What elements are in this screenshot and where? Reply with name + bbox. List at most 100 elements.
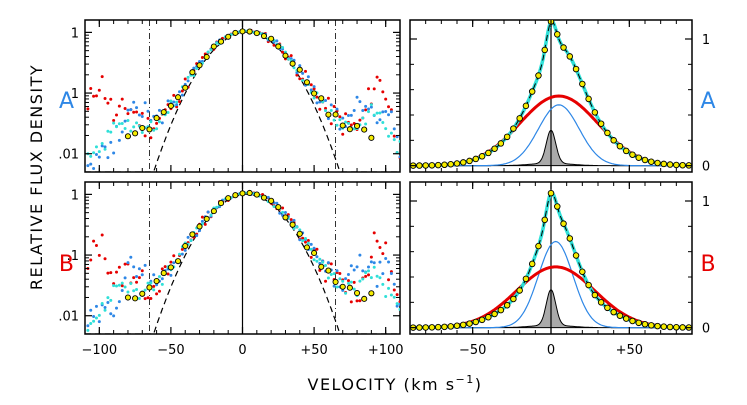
data-point-blue [172,261,176,265]
data-point-blue [112,314,116,318]
data-circle [225,195,232,202]
data-point-red [367,87,370,91]
data-point-blue [123,276,127,280]
y-tick-label-B-log-1: .1 [67,249,79,264]
data-point-red [281,50,285,54]
data-point-red [378,78,382,82]
data-circle [541,216,548,224]
data-point-red [349,123,353,127]
data-point-red [364,274,368,278]
x-tick-label-B-log-0: −100 [81,343,117,358]
data-point-blue [135,274,139,278]
data-point-cyan [120,281,124,285]
data-point-cyan [206,50,210,54]
data-point-red [329,262,333,266]
data-point-blue [358,253,362,257]
data-circle [422,324,429,331]
data-point-blue [112,151,116,155]
data-point-blue [94,304,98,308]
x-tick-label-B-log-1: −50 [157,343,184,358]
data-point-blue [178,90,181,94]
data-circle [441,323,448,331]
data-point-red [309,83,313,87]
data-point-cyan [295,225,299,229]
data-circle [210,208,217,215]
data-point-red [315,247,319,251]
data-circle [497,140,505,147]
data-circle [146,126,153,133]
data-point-cyan [361,277,365,281]
data-circle [491,310,498,318]
data-point-cyan [112,121,116,125]
data-point-red [398,300,400,304]
data-point-red [169,260,173,264]
data-circle [346,284,353,291]
data-circle [275,43,282,50]
data-point-cyan [86,328,90,332]
data-point-blue [129,108,133,112]
data-point-blue [389,110,393,114]
data-circle [167,102,174,109]
data-circle [516,287,523,294]
data-circle [203,215,210,222]
data-circle [516,115,523,122]
data-circle [225,33,232,40]
data-point-cyan [135,287,139,291]
data-point-cyan [332,118,336,122]
data-circle [441,161,448,169]
data-point-red [140,111,144,115]
data-point-blue [326,261,330,265]
data-point-cyan [389,131,393,135]
data-circle [325,111,332,118]
panel-B-log-body [85,182,400,334]
data-circle [635,154,642,161]
data-point-red [106,271,110,275]
data-point-cyan [349,280,353,284]
data-point-cyan [312,96,316,100]
data-point-red [92,94,96,98]
data-point-cyan [160,282,164,286]
data-point-cyan [209,48,213,52]
data-point-blue [129,255,133,259]
data-point-cyan [126,119,130,123]
data-circle [189,231,196,238]
series-red-A-log [86,28,400,160]
data-point-blue [143,101,147,105]
data-point-cyan [281,210,285,214]
data-circle [585,281,592,289]
data-point-blue [200,219,204,223]
data-circle [622,315,630,322]
data-point-cyan [301,78,305,82]
data-point-red [378,245,382,249]
data-point-red [301,236,305,240]
data-circle [547,189,555,197]
data-point-blue [352,268,356,272]
data-point-cyan [215,41,219,45]
data-point-blue [315,101,319,105]
panel-A-linear: 01 [409,20,710,175]
data-circle [597,120,605,127]
data-point-blue [206,210,210,214]
data-point-cyan [372,265,376,269]
data-point-blue [183,248,187,252]
data-point-red [289,218,293,222]
series-circles-B-linear [410,189,692,331]
image-label-B-left: B [59,252,74,277]
data-circle [622,147,630,155]
data-circle [196,223,203,230]
data-circle [554,31,561,38]
data-point-cyan [132,289,136,293]
series-circles-B-log [124,189,375,302]
data-point-red [178,100,181,104]
data-point-blue [326,117,330,121]
data-point-blue [192,66,196,70]
data-point-red [329,122,333,126]
data-point-blue [275,201,279,205]
data-point-red [172,93,176,97]
data-point-red [109,97,113,101]
data-point-blue [137,267,141,271]
data-point-cyan [358,279,362,283]
data-point-red [103,96,107,100]
x-tick-label-B-log-4: +100 [368,343,404,358]
data-point-red [369,255,373,259]
